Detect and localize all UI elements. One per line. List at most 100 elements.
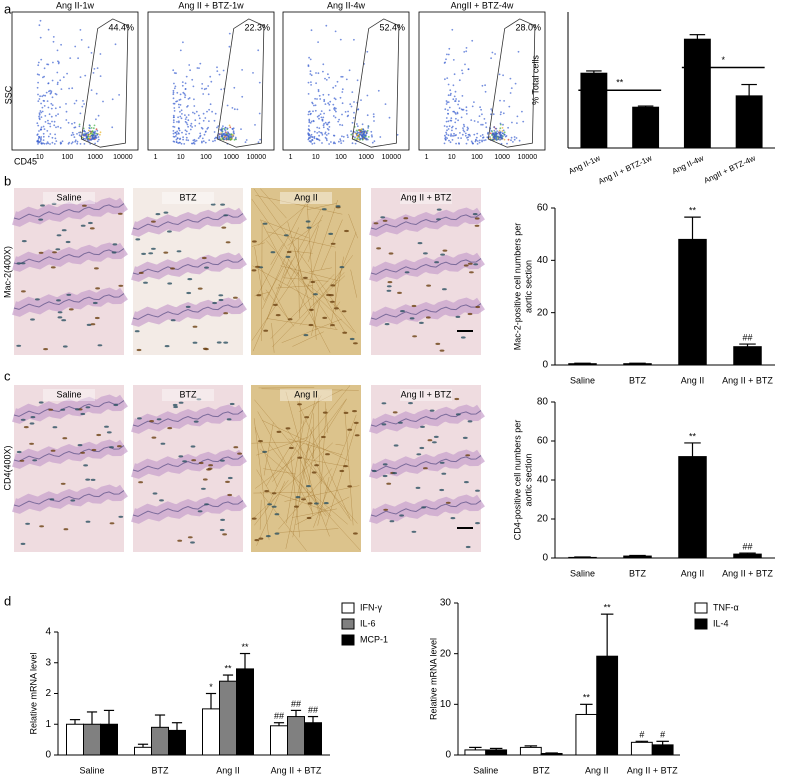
histology-title: BTZ bbox=[180, 192, 198, 202]
flow-event bbox=[307, 64, 310, 67]
flow-event bbox=[501, 132, 504, 135]
flow-event bbox=[187, 105, 189, 107]
cell-nucleus bbox=[454, 397, 460, 401]
fiber bbox=[256, 469, 272, 496]
cell-nucleus bbox=[35, 298, 40, 301]
flow-event bbox=[492, 113, 495, 116]
cell-nucleus bbox=[80, 224, 86, 227]
flow-event bbox=[89, 132, 92, 135]
flow-event bbox=[475, 136, 478, 139]
flow-event bbox=[65, 110, 68, 113]
flow-event bbox=[188, 132, 191, 135]
bar bbox=[568, 363, 597, 366]
flow-event bbox=[79, 76, 82, 78]
cell-nucleus bbox=[251, 517, 257, 520]
flow-event bbox=[345, 78, 348, 81]
cell-nucleus bbox=[392, 472, 397, 475]
cell-nucleus bbox=[262, 450, 267, 453]
flow-event bbox=[207, 85, 210, 87]
flow-event bbox=[175, 135, 177, 137]
flow-gate bbox=[216, 18, 265, 148]
flow-event bbox=[452, 59, 455, 61]
flow-event bbox=[173, 140, 176, 143]
cell-nucleus bbox=[289, 446, 294, 450]
cell-nucleus bbox=[464, 481, 469, 484]
flow-event bbox=[228, 45, 231, 48]
cell-nucleus bbox=[382, 463, 388, 466]
flow-event bbox=[213, 137, 216, 140]
x-tick-label: Ang II + BTZ bbox=[722, 568, 773, 578]
flow-event bbox=[460, 137, 462, 140]
flow-event bbox=[75, 99, 78, 102]
fiber bbox=[266, 240, 316, 297]
legend-label: IFN-γ bbox=[360, 602, 382, 612]
flow-event bbox=[474, 140, 477, 143]
flow-event bbox=[198, 117, 201, 120]
flow-event bbox=[449, 89, 452, 92]
cell-nucleus bbox=[467, 420, 473, 423]
flow-event bbox=[337, 120, 340, 123]
flow-event bbox=[458, 100, 460, 103]
flow-event bbox=[311, 143, 314, 145]
flow-event bbox=[458, 107, 461, 110]
flow-event bbox=[357, 131, 360, 134]
flow-event bbox=[207, 93, 210, 96]
flow-event bbox=[210, 80, 213, 83]
title-backdrop bbox=[400, 389, 452, 401]
flow-event bbox=[324, 121, 327, 124]
bar bbox=[651, 744, 674, 756]
flow-event bbox=[51, 136, 54, 139]
y-tick-label: 4 bbox=[45, 627, 51, 638]
fiber bbox=[313, 275, 346, 306]
flow-event bbox=[85, 132, 88, 135]
flow-event bbox=[184, 118, 187, 120]
flow-event bbox=[308, 121, 311, 124]
flow-event bbox=[230, 138, 233, 141]
x-tick-label: BTZ bbox=[629, 375, 647, 385]
flow-event bbox=[47, 119, 49, 122]
flow-event bbox=[317, 138, 320, 141]
flow-event bbox=[312, 110, 314, 113]
y-tick-label: 30 bbox=[440, 598, 452, 609]
fiber bbox=[254, 246, 264, 300]
flow-event bbox=[222, 125, 224, 127]
flow-event bbox=[42, 139, 45, 142]
flow-event bbox=[358, 136, 360, 139]
flow-event bbox=[360, 129, 362, 132]
flow-event bbox=[452, 84, 455, 87]
flow-event bbox=[319, 113, 322, 115]
flow-event bbox=[454, 100, 456, 102]
significance-label: ** bbox=[583, 693, 591, 703]
significance-label: # bbox=[660, 730, 665, 740]
cell-nucleus bbox=[21, 290, 26, 293]
flow-event bbox=[316, 115, 319, 118]
flow-event bbox=[467, 68, 470, 70]
flow-event bbox=[87, 138, 89, 141]
flow-event bbox=[185, 130, 188, 133]
flow-event bbox=[216, 70, 219, 72]
cell-nucleus bbox=[306, 485, 311, 488]
y-tick-label: 60 bbox=[537, 203, 549, 214]
flow-event bbox=[189, 69, 192, 72]
fiber bbox=[297, 401, 351, 519]
cell-nucleus bbox=[382, 219, 388, 222]
cell-nucleus bbox=[420, 425, 425, 428]
flow-event bbox=[466, 129, 469, 132]
flow-event bbox=[227, 131, 229, 134]
cell-nucleus bbox=[185, 305, 191, 308]
fiber bbox=[298, 389, 343, 412]
flow-event bbox=[196, 67, 199, 69]
bar bbox=[519, 746, 542, 756]
cell-nucleus bbox=[16, 344, 22, 347]
cell-nucleus bbox=[427, 439, 433, 442]
x-tick-label: Saline bbox=[570, 568, 595, 578]
flow-event bbox=[193, 98, 195, 101]
flow-event bbox=[182, 138, 185, 141]
flow-event bbox=[329, 100, 332, 103]
fiber bbox=[259, 491, 307, 551]
flow-event bbox=[79, 112, 82, 115]
flow-event bbox=[310, 133, 313, 136]
flow-event bbox=[493, 126, 496, 129]
flow-event bbox=[226, 134, 228, 137]
cell-nucleus bbox=[264, 490, 270, 493]
